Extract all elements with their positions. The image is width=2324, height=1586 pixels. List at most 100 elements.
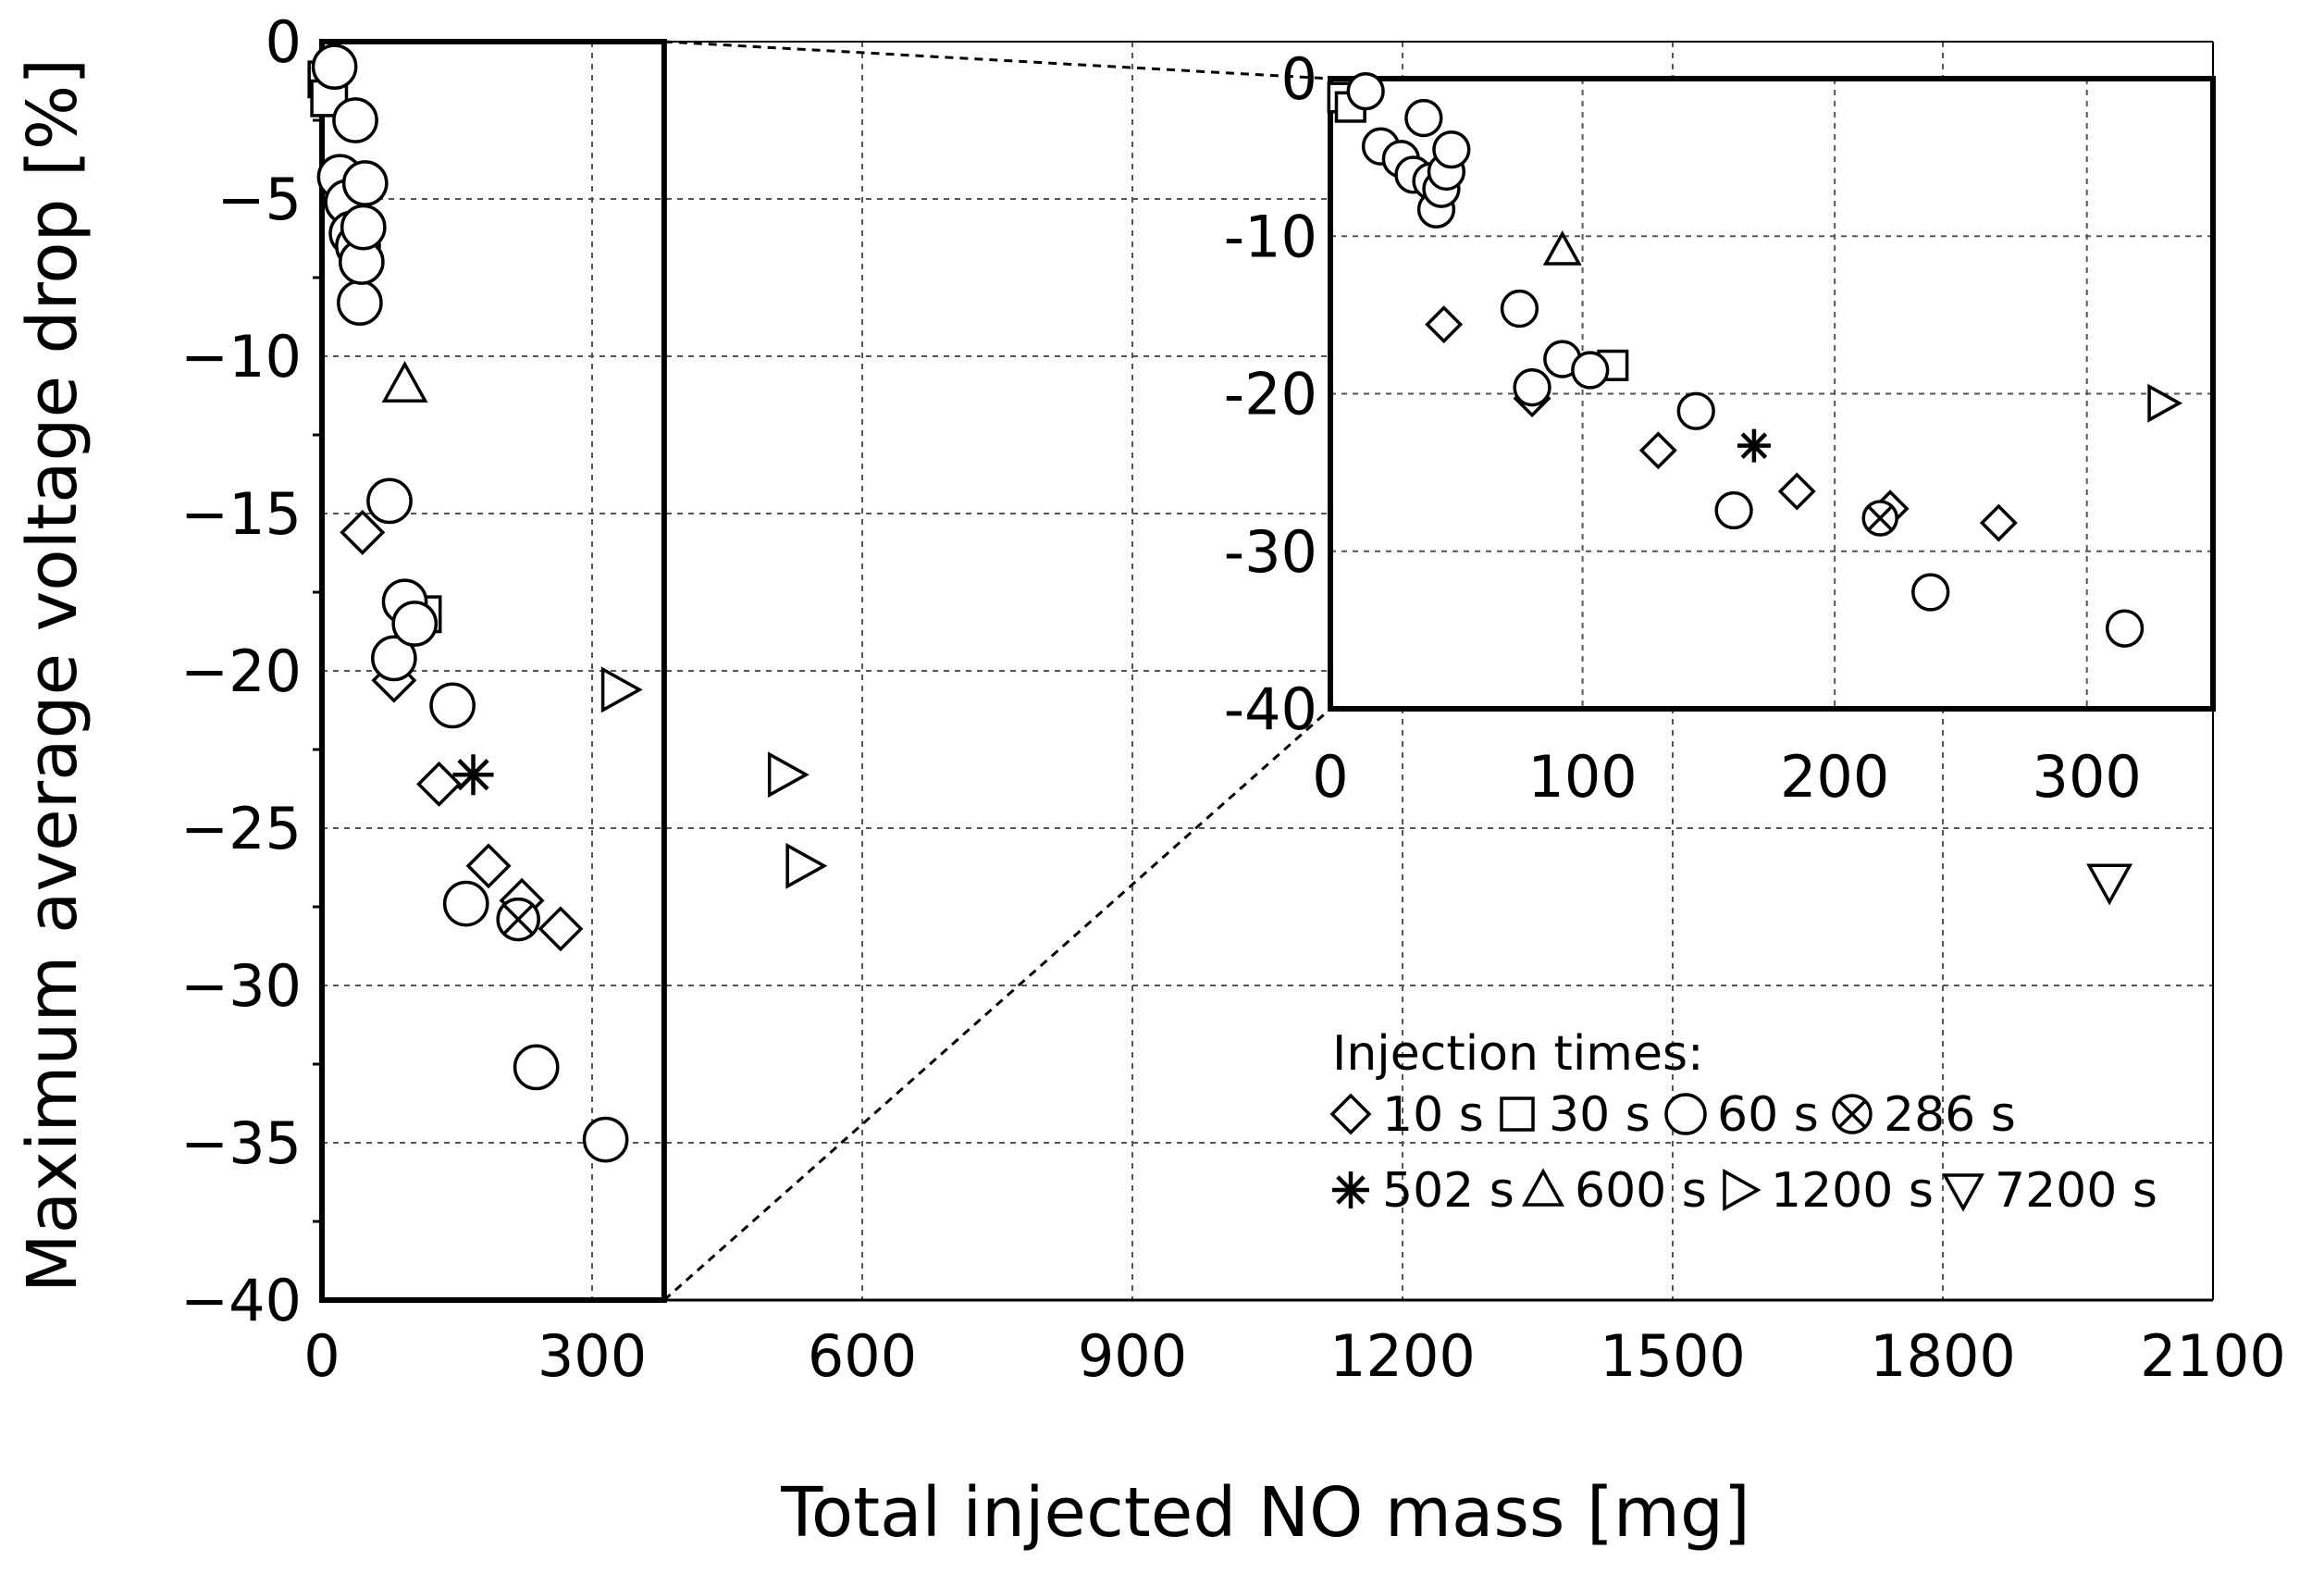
data-point-asterisk [452,754,494,796]
legend-label: 30 s [1549,1087,1650,1143]
legend-marker-triangle-down-shape [1942,1173,1984,1212]
legend-marker-circle-x [1832,1094,1873,1134]
data-point-circle-x-cross [502,903,534,935]
inset-data-point-circle [1714,490,1753,530]
inset-data-point-circle [1911,573,1950,612]
legend-marker-asterisk-shape [1332,1171,1369,1208]
data-point-circle [442,880,489,927]
legend-label: 60 s [1717,1087,1819,1143]
inset-y-tick-label: 0 [1281,45,1317,113]
legend: Injection times:10 s 30 s 60 s 286 s 502 s 60… [1329,1026,2157,1219]
inset-data-point-circle-x-cross [1867,505,1894,531]
data-point-diamond [340,509,386,555]
y-axis-title: Maximum average voltage drop [%] [13,58,93,1293]
inset-data-point-circle-shape [1346,71,1385,111]
data-point-triangle-down-shape [2086,863,2133,906]
inset-data-point-circle-x [1861,500,1898,537]
data-point-triangle-right [600,666,643,713]
x-axis-title: Total injected NO mass [mg] [780,1473,1750,1553]
legend-marker-circle [1664,1093,1707,1135]
x-tick-label: 1500 [1600,1322,1746,1390]
data-point-circle [391,601,439,647]
inset-chart: 0 100 200 300 0 -10 -20 -30 -40 [1224,45,2216,811]
legend-title: Injection times: [1332,1026,1704,1082]
data-point-triangle-right-shape [600,666,643,713]
data-point-triangle-right [767,751,810,799]
data-point-diamond-shape [416,761,463,807]
data-point-triangle-up [381,360,428,403]
zoom-connector-bottom [662,707,1331,1302]
data-point-circle-shape [337,279,383,327]
legend-label: 286 s [1884,1087,2016,1143]
inset-data-point-diamond-shape [1425,305,1464,344]
data-point-circle-shape [442,880,489,927]
inset-data-point-triangle-right-shape [2147,383,2183,423]
data-point-circle [311,43,358,91]
inset-data-point-diamond [1425,305,1464,344]
inset-x-tick-label: 200 [1780,743,1889,811]
data-point-circle [332,97,378,143]
inset-data-point-circle-shape [1676,391,1715,430]
y-tick-label: −40 [180,1267,302,1334]
inset-data-point-circle [1513,368,1551,407]
inset-data-point-circle-shape [1571,351,1610,390]
main-data-points [307,43,2133,1163]
legend-marker-triangle-up [1522,1168,1564,1207]
inset-data-point-circle-shape [1513,368,1551,407]
data-point-circle-shape [340,204,387,251]
inset-data-point-circle [1404,98,1443,138]
data-point-diamond [538,906,584,952]
inset-frame [1328,76,2216,712]
y-tick-label: −35 [180,1109,302,1177]
data-point-diamond-shape [340,509,386,555]
data-point-diamond [416,761,463,807]
data-point-circle [340,204,387,251]
inset-x-tick-label: 300 [2033,743,2142,811]
legend-label: 502 s [1382,1163,1514,1219]
inset-data-point-triangle-right [2147,383,2183,423]
inset-data-point-circle-shape [2105,609,2145,648]
legend-label: 10 s [1382,1087,1484,1143]
y-tick-label: 0 [266,8,302,76]
legend-marker-triangle-right [1723,1169,1762,1211]
inset-data-point-circle [1676,391,1715,430]
y-tick-label: −30 [180,952,302,1020]
data-point-circle-shape [513,1044,560,1091]
inset-y-tick-label: -30 [1224,518,1317,586]
y-tick-label: −15 [180,480,302,548]
data-point-asterisk-shape [452,754,494,796]
legend-marker-triangle-right-shape [1723,1169,1762,1211]
inset-data-point-diamond-shape [1638,431,1677,470]
x-tick-label: 2100 [2140,1322,2286,1390]
x-tick-label: 1200 [1329,1322,1476,1390]
data-point-circle-x [496,897,540,942]
inset-data-point-circle [2105,609,2145,648]
data-point-circle [513,1044,560,1091]
x-tick-label: 600 [808,1322,917,1390]
legend-label: 7200 s [1995,1163,2157,1219]
data-point-circle-shape [582,1116,629,1163]
inset-data-point-circle [1500,289,1539,328]
data-point-triangle-right-shape [785,842,828,889]
inset-data-point-asterisk-shape [1737,428,1771,463]
data-point-circle [337,279,383,327]
inset-data-point-circle-shape [1911,573,1950,612]
data-point-triangle-down [2086,863,2133,906]
data-point-circle-shape [332,97,378,143]
main-tick-labels: 0 300 600 900 1200 1500 1800 2100 0 −5 −10 −15 −20 −2… [180,8,2286,1390]
data-point-circle-shape [341,160,389,206]
legend-marker-square [1500,1097,1535,1132]
inset-data-point-diamond [1638,431,1677,470]
legend-marker-square-shape [1500,1097,1535,1132]
inset-data-point-circle-shape [1432,130,1471,169]
x-tick-label: 900 [1078,1322,1187,1390]
zoom-region-box [319,39,1331,1303]
inset-data-point-circle-shape [1500,289,1539,328]
data-point-circle-shape [429,682,476,729]
data-point-circle-shape [366,477,413,525]
inset-data-point-triangle-up [1542,229,1582,266]
x-tick-label: 0 [303,1322,340,1390]
y-tick-label: −10 [180,323,302,390]
data-point-circle [371,635,417,682]
